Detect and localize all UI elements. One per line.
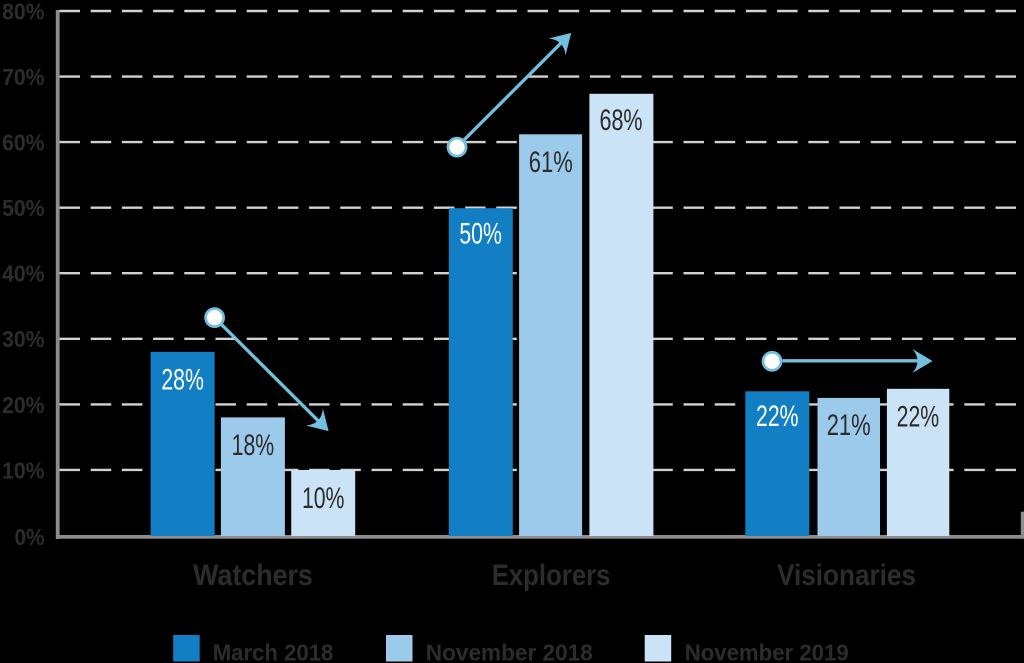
svg-text:50%: 50% xyxy=(2,195,44,221)
svg-text:61%: 61% xyxy=(529,146,573,179)
svg-text:10%: 10% xyxy=(302,482,345,515)
svg-text:70%: 70% xyxy=(2,64,44,90)
svg-text:80%: 80% xyxy=(2,0,44,24)
svg-text:40%: 40% xyxy=(2,261,44,287)
svg-text:68%: 68% xyxy=(600,104,643,137)
svg-text:March 2018: March 2018 xyxy=(213,640,334,663)
svg-text:22%: 22% xyxy=(897,400,940,433)
svg-text:10%: 10% xyxy=(2,457,44,483)
svg-text:20%: 20% xyxy=(2,392,44,418)
svg-text:50%: 50% xyxy=(459,218,502,251)
svg-text:22%: 22% xyxy=(756,400,799,433)
svg-text:21%: 21% xyxy=(827,409,871,442)
svg-text:18%: 18% xyxy=(232,429,275,462)
svg-text:November 2019: November 2019 xyxy=(685,640,849,663)
svg-text:0%: 0% xyxy=(15,524,45,550)
svg-text:Visionaries: Visionaries xyxy=(777,559,916,592)
svg-text:60%: 60% xyxy=(2,130,44,156)
svg-text:28%: 28% xyxy=(161,364,204,397)
svg-text:Explorers: Explorers xyxy=(492,559,611,592)
svg-text:30%: 30% xyxy=(2,326,44,352)
svg-text:Watchers: Watchers xyxy=(193,559,313,592)
svg-text:November 2018: November 2018 xyxy=(426,640,593,663)
